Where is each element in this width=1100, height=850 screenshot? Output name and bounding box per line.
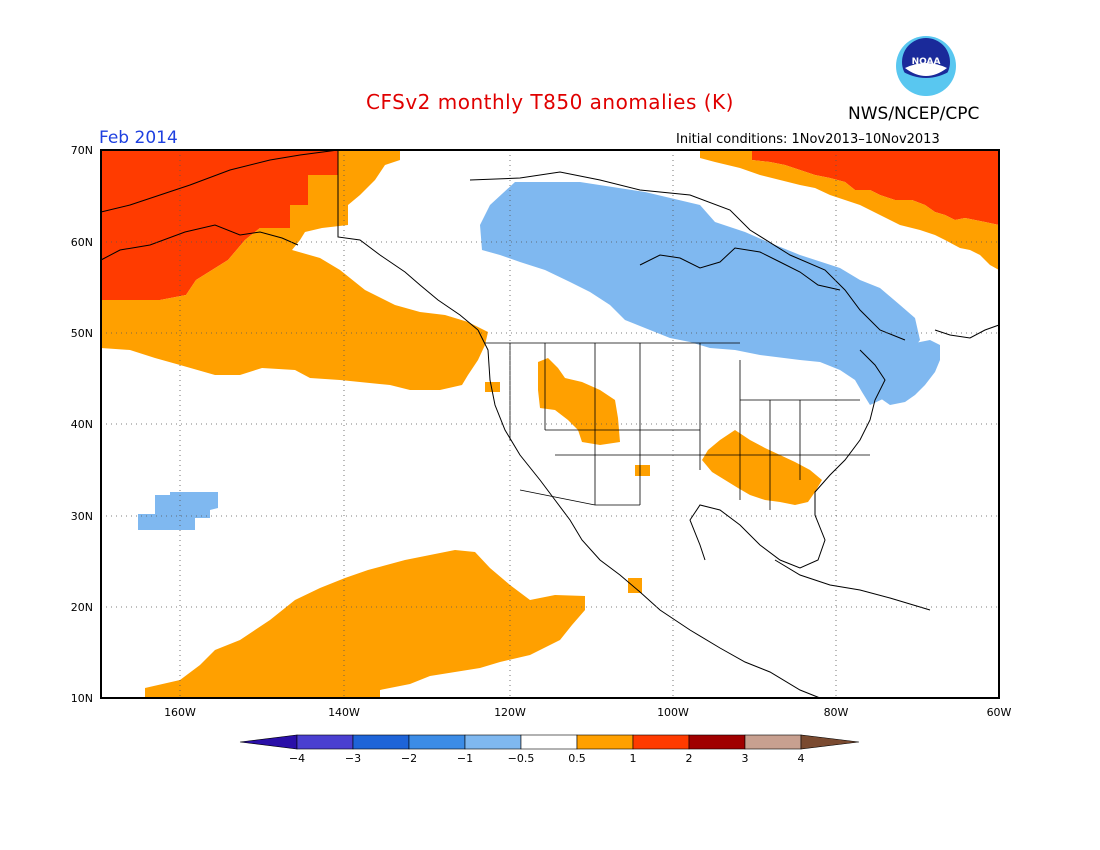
colorbar-swatch: [296, 734, 354, 750]
colorbar-swatch: [408, 734, 466, 750]
colorbar-swatch: [744, 734, 802, 750]
lon-label: 140W: [328, 706, 360, 719]
forecast-month: Feb 2014: [99, 128, 178, 148]
colorbar-label: 3: [742, 752, 749, 765]
colorbar-label: 1: [630, 752, 637, 765]
anomaly-warm-nm: [635, 465, 650, 476]
chart-title: CFSv2 monthly T850 anomalies (K): [366, 90, 734, 114]
lon-label: 160W: [164, 706, 196, 719]
anomaly-warm-tropicalpacific: [145, 550, 585, 698]
anomaly-warm-northeast: [700, 150, 999, 270]
lat-label: 30N: [71, 510, 93, 523]
lat-label: 60N: [71, 236, 93, 249]
initial-conditions: Initial conditions: 1Nov2013–10Nov2013: [676, 132, 940, 147]
lon-label: 100W: [657, 706, 689, 719]
colorbar-label: 0.5: [568, 752, 586, 765]
anomaly-hot-alaska: [101, 150, 338, 300]
colorbar-label: −4: [289, 752, 305, 765]
anomaly-warm-westus: [538, 358, 620, 445]
colorbar-swatch: [688, 734, 746, 750]
colorbar-label: −2: [401, 752, 417, 765]
colorbar-label: −3: [345, 752, 361, 765]
lat-label: 10N: [71, 692, 93, 705]
colorbar-min-arrow: [239, 734, 298, 750]
anomaly-cool-pacific: [138, 492, 218, 530]
colorbar-swatch: [632, 734, 690, 750]
anomaly-warm-southeast: [702, 430, 822, 505]
colorbar-label: −1: [457, 752, 473, 765]
anomaly-warm-oregon: [485, 382, 500, 392]
map-frame: [100, 149, 1000, 699]
anomaly-warm-mexico: [628, 578, 642, 593]
anomaly-cool-canada: [480, 182, 920, 405]
colorbar-label: 4: [798, 752, 805, 765]
colorbar-label: 2: [686, 752, 693, 765]
logo-text: NOAA: [912, 57, 941, 67]
colorbar: −4 −3 −2 −1 −0.5 0.5 1 2 3 4: [239, 734, 860, 765]
lon-label: 60W: [987, 706, 1012, 719]
colorbar-swatch: [464, 734, 522, 750]
anomaly-warm-npacific: [101, 150, 488, 390]
state-boundaries: [485, 342, 870, 510]
anomaly-cool-newengland: [875, 340, 940, 405]
colorbar-swatch: [576, 734, 634, 750]
anomaly-hot-northeast: [752, 150, 999, 225]
noaa-logo: NOAA: [896, 36, 956, 96]
organization-label: NWS/NCEP/CPC: [848, 104, 980, 124]
colorbar-label: −0.5: [508, 752, 535, 765]
coastlines: [100, 149, 1000, 699]
lat-labels: 70N 60N 50N 40N 30N 20N 10N: [71, 144, 93, 705]
lat-label: 20N: [71, 601, 93, 614]
lat-label: 40N: [71, 418, 93, 431]
lat-label: 50N: [71, 327, 93, 340]
colorbar-max-arrow: [800, 734, 860, 750]
lon-label: 80W: [824, 706, 849, 719]
colorbar-swatch: [352, 734, 410, 750]
lon-labels: 160W 140W 120W 100W 80W 60W: [164, 706, 1011, 719]
lon-label: 120W: [494, 706, 526, 719]
anomaly-fields: [101, 150, 999, 698]
colorbar-swatch: [520, 734, 578, 750]
lat-label: 70N: [71, 144, 93, 157]
